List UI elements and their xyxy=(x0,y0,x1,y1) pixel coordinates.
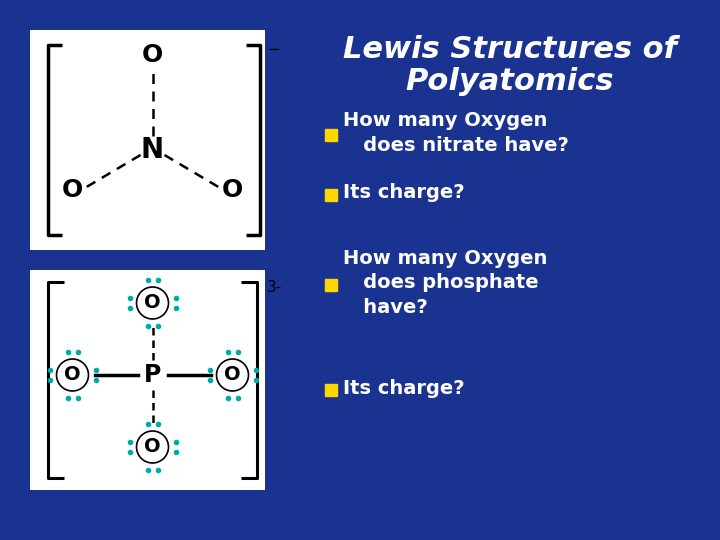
Bar xyxy=(325,129,337,141)
Bar xyxy=(30,270,265,490)
Text: Polyatomics: Polyatomics xyxy=(406,68,614,97)
Text: O: O xyxy=(62,178,83,202)
Text: O: O xyxy=(224,366,240,384)
Text: Its charge?: Its charge? xyxy=(343,184,464,202)
Text: O: O xyxy=(144,437,161,456)
Text: N: N xyxy=(141,136,164,164)
Bar xyxy=(325,189,337,201)
Text: O: O xyxy=(222,178,243,202)
Text: Lewis Structures of: Lewis Structures of xyxy=(343,36,677,64)
Text: −: − xyxy=(267,43,280,57)
Text: O: O xyxy=(64,366,81,384)
Text: O: O xyxy=(142,43,163,67)
Text: O: O xyxy=(144,294,161,313)
Text: P: P xyxy=(144,363,161,387)
Bar xyxy=(325,279,337,291)
Text: 3-: 3- xyxy=(267,280,282,295)
Text: Its charge?: Its charge? xyxy=(343,379,464,397)
Text: How many Oxygen
   does nitrate have?: How many Oxygen does nitrate have? xyxy=(343,111,569,154)
Bar xyxy=(30,30,265,250)
Bar xyxy=(325,384,337,396)
Text: How many Oxygen
   does phosphate
   have?: How many Oxygen does phosphate have? xyxy=(343,249,547,317)
